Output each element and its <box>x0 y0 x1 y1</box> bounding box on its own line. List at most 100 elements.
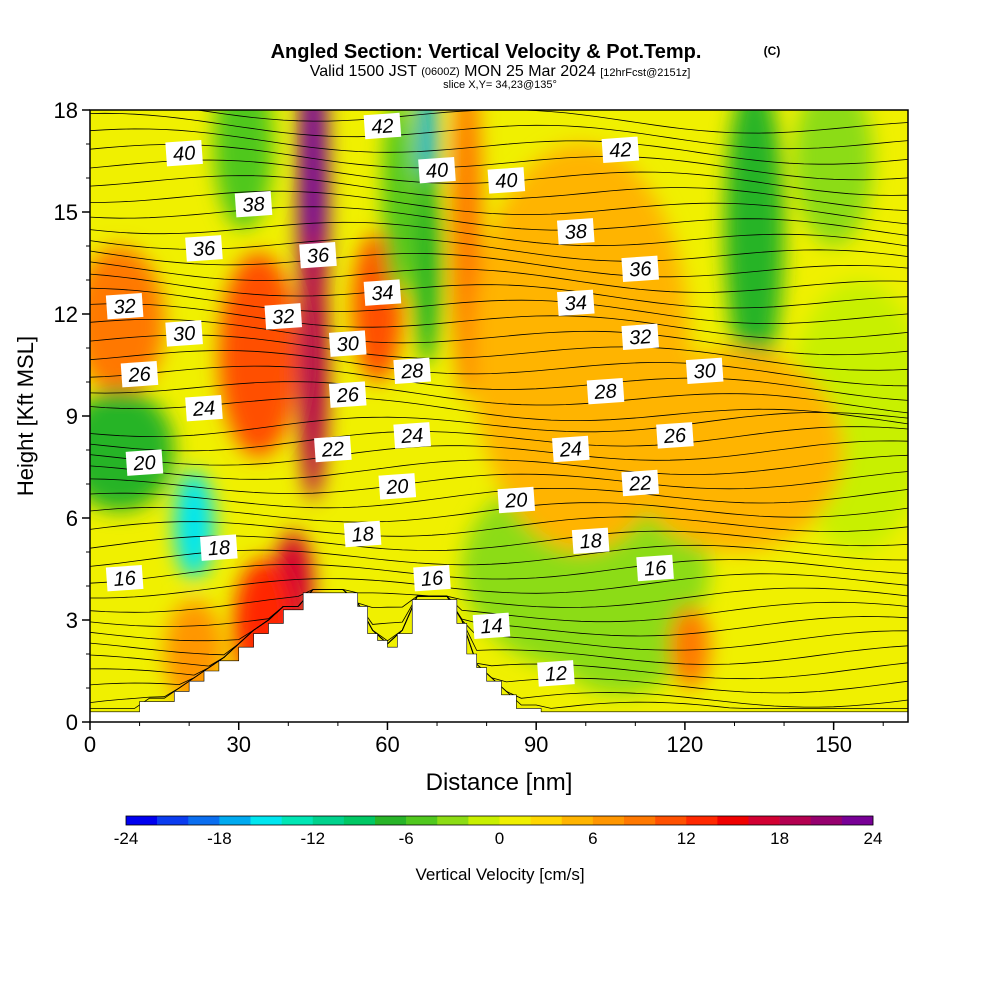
theta-contour-line <box>90 589 908 667</box>
theta-label-box <box>497 486 536 514</box>
y-tick-label: 12 <box>54 302 78 327</box>
colorbar-swatch <box>343 816 376 825</box>
theta-label-text: 24 <box>558 438 583 462</box>
theta-label: 42 <box>601 136 640 164</box>
theta-label-text: 20 <box>132 452 157 476</box>
theta-label: 12 <box>537 660 575 687</box>
x-tick-label: 90 <box>524 732 548 757</box>
velocity-feature-1 <box>298 229 328 501</box>
theta-label: 40 <box>165 139 203 167</box>
theta-label: 36 <box>621 255 660 283</box>
theta-contour-line <box>90 471 908 494</box>
colorbar-label: Vertical Velocity [cm/s] <box>415 865 584 884</box>
theta-contour-line <box>90 381 908 414</box>
theta-label-box <box>685 357 724 385</box>
chart-title-units: (C) <box>764 44 781 58</box>
theta-label: 30 <box>685 357 724 385</box>
theta-label-text: 24 <box>191 397 216 421</box>
theta-label-box <box>299 241 337 269</box>
theta-label-text: 24 <box>399 425 424 449</box>
theta-contour-line <box>90 175 908 211</box>
colorbar-tick-label: -12 <box>300 829 325 848</box>
theta-label: 24 <box>393 422 431 449</box>
theta-label-box <box>552 435 590 463</box>
theta-label: 26 <box>120 360 159 388</box>
colorbar-swatch <box>281 816 314 825</box>
theta-contour-line <box>90 334 908 371</box>
theta-label-box <box>413 564 451 592</box>
theta-contour-line <box>90 190 908 225</box>
theta-label-box <box>185 394 223 422</box>
theta-label-box <box>125 449 164 476</box>
y-tick-label: 3 <box>66 608 78 633</box>
y-axis-label: Height [Kft MSL] <box>13 336 38 496</box>
theta-label-text: 30 <box>336 333 360 356</box>
terrain-mask <box>90 592 908 722</box>
colorbar <box>125 815 874 826</box>
colorbar-swatch <box>250 816 282 825</box>
y-tick-label: 6 <box>66 506 78 531</box>
colorbar-tick-label: 0 <box>495 829 504 848</box>
theta-contour-line <box>90 287 908 325</box>
theta-contour-line <box>90 559 908 584</box>
theta-label-text: 40 <box>425 159 449 182</box>
subtitle-fcst: [12hrFcst@2151z] <box>600 67 690 79</box>
theta-label-box <box>105 564 144 592</box>
theta-label-text: 26 <box>662 425 688 449</box>
theta-contour-line <box>90 237 908 262</box>
theta-label-text: 32 <box>628 326 652 349</box>
theta-label: 26 <box>328 381 367 408</box>
theta-label-box <box>656 422 694 449</box>
colorbar-frame <box>125 815 874 826</box>
theta-label: 20 <box>378 473 417 500</box>
theta-label: 28 <box>586 377 625 405</box>
colorbar-swatch <box>624 816 656 825</box>
theta-label: 20 <box>125 449 164 476</box>
colorbar-swatch <box>499 816 531 825</box>
theta-label-box <box>120 360 159 388</box>
theta-label-text: 12 <box>544 663 568 686</box>
theta-label-box <box>472 612 511 640</box>
theta-label: 32 <box>264 303 303 330</box>
theta-label-text: 30 <box>693 360 717 383</box>
theta-contour-line <box>90 587 908 613</box>
theta-label-text: 16 <box>643 557 668 581</box>
theta-label-text: 16 <box>113 567 138 591</box>
theta-contour-line <box>90 128 908 165</box>
velocity-feature-20 <box>670 606 710 688</box>
colorbar-tick-label: -6 <box>399 829 414 848</box>
theta-label: 28 <box>393 357 431 385</box>
colorbar-tick-label: -24 <box>114 829 139 848</box>
theta-contour-line <box>90 350 908 387</box>
colorbar-swatch <box>406 816 438 825</box>
colorbar-swatch <box>312 816 345 825</box>
colorbar-swatch <box>779 816 812 825</box>
theta-label-box <box>393 422 431 449</box>
theta-label-box <box>621 469 660 497</box>
theta-contour-line <box>90 573 908 599</box>
theta-label-text: 34 <box>564 292 588 315</box>
theta-label-box <box>556 289 595 317</box>
x-tick-label: 120 <box>667 732 704 757</box>
colorbar-swatch <box>717 816 749 825</box>
theta-contour-line <box>90 250 908 278</box>
theta-label-box <box>556 218 595 245</box>
theta-label-text: 40 <box>172 142 196 165</box>
theta-label: 24 <box>185 394 223 422</box>
theta-label: 20 <box>497 486 536 514</box>
colorbar-tick-label: 6 <box>588 829 597 848</box>
theta-label-text: 28 <box>593 380 618 404</box>
theta-contour-line <box>90 144 908 181</box>
velocity-feature-15 <box>724 110 785 382</box>
chart-subtitle: Valid 1500 JST (0600Z) MON 25 Mar 2024 [… <box>310 62 691 80</box>
theta-label: 32 <box>105 292 144 320</box>
theta-label: 40 <box>487 167 526 194</box>
theta-label: 18 <box>343 520 382 548</box>
theta-label-box <box>328 381 367 408</box>
velocity-feature-2 <box>218 252 299 457</box>
plot-area: 42 40 40 40 42 38 38 36 36 36 34 34 32 32 32 30 30 30 28 28… <box>90 110 908 722</box>
theta-label-text: 34 <box>371 282 395 305</box>
theta-label-text: 36 <box>306 244 331 268</box>
theta-label-text: 32 <box>271 306 295 329</box>
